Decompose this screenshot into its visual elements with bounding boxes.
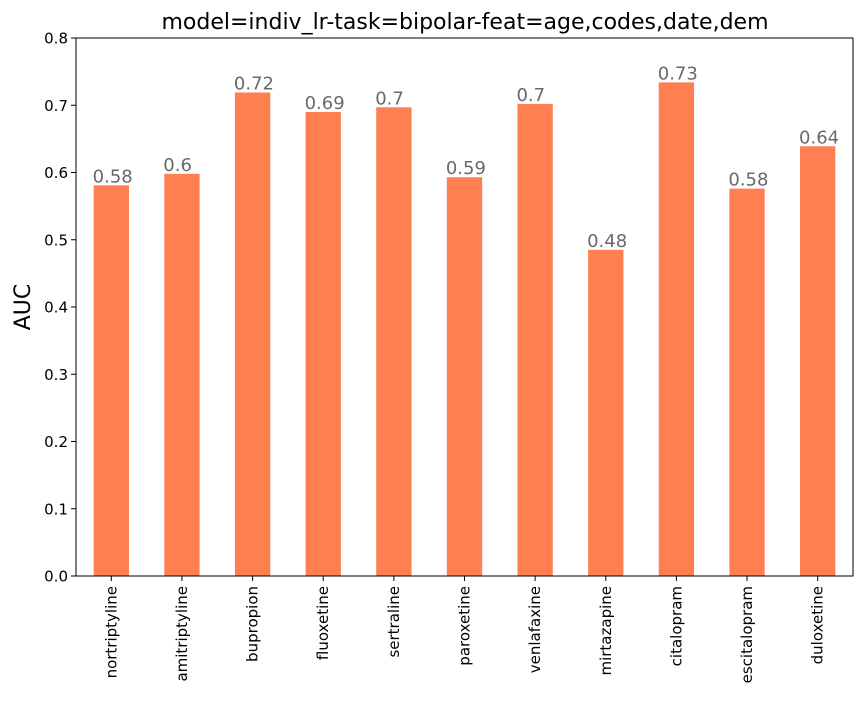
data-label-escitalopram: 0.58: [728, 170, 768, 191]
data-label-amitriptyline: 0.6: [163, 155, 192, 176]
data-label-citalopram: 0.73: [658, 63, 698, 84]
x-tick-label-nortriptyline: nortriptyline: [102, 586, 120, 678]
data-label-fluoxetine: 0.69: [305, 93, 345, 114]
x-tick-label-amitriptyline: amitriptyline: [173, 586, 191, 682]
y-axis: 0.0 0.1 0.2 0.3 0.4 0.5 0.6 0.7 0.8: [44, 30, 76, 586]
x-tick-label-venlafaxine: venlafaxine: [526, 586, 544, 673]
bar-citalopram: [658, 82, 695, 576]
bar-mirtazapine: [588, 249, 624, 576]
x-tick-label-sertraline: sertraline: [385, 586, 403, 658]
x-tick-label-paroxetine: paroxetine: [456, 586, 474, 666]
bar-fluoxetine: [305, 111, 341, 576]
bars-group: [93, 82, 836, 576]
bar-bupropion: [234, 92, 271, 576]
bar-amitriptyline: [164, 173, 200, 576]
y-tick-label: 0.8: [44, 30, 68, 48]
data-label-sertraline: 0.7: [375, 88, 404, 109]
data-label-mirtazapine: 0.48: [587, 231, 627, 252]
bar-escitalopram: [729, 188, 765, 576]
plot-frame: [75, 37, 854, 577]
bar-paroxetine: [446, 177, 483, 576]
y-tick-label: 0.2: [44, 433, 68, 451]
y-axis-label: AUC: [11, 284, 36, 331]
data-label-venlafaxine: 0.7: [516, 85, 545, 106]
y-tick-label: 0.5: [44, 231, 68, 249]
data-labels-group: 0.58 0.6 0.72 0.69 0.7 0.59 0.7 0.48 0.73 0.58 0.6…: [93, 63, 839, 251]
bar-nortriptyline: [93, 185, 129, 576]
x-tick-label-escitalopram: escitalopram: [738, 586, 756, 683]
y-tick-label: 0.0: [44, 568, 68, 586]
y-tick-label: 0.7: [44, 97, 68, 115]
bar-sertraline: [376, 107, 412, 576]
chart-title: model=indiv_lr-task=bipolar-feat=age,cod…: [161, 10, 768, 35]
y-tick-label: 0.6: [44, 164, 68, 182]
bar-venlafaxine: [517, 103, 553, 576]
data-label-nortriptyline: 0.58: [93, 166, 133, 187]
y-tick-label: 0.4: [44, 299, 68, 317]
data-label-bupropion: 0.72: [234, 73, 274, 94]
x-tick-label-fluoxetine: fluoxetine: [314, 586, 332, 660]
x-axis: nortriptyline amitriptyline bupropion fluox…: [102, 576, 827, 683]
y-tick-label: 0.1: [44, 500, 68, 518]
data-label-duloxetine: 0.64: [799, 127, 839, 148]
y-tick-label: 0.3: [44, 366, 68, 384]
x-tick-label-mirtazapine: mirtazapine: [597, 586, 615, 676]
data-label-paroxetine: 0.59: [446, 158, 486, 179]
bar-duloxetine: [800, 146, 836, 576]
x-tick-label-citalopram: citalopram: [667, 586, 685, 666]
x-tick-label-duloxetine: duloxetine: [809, 586, 827, 664]
x-tick-label-bupropion: bupropion: [244, 586, 262, 662]
